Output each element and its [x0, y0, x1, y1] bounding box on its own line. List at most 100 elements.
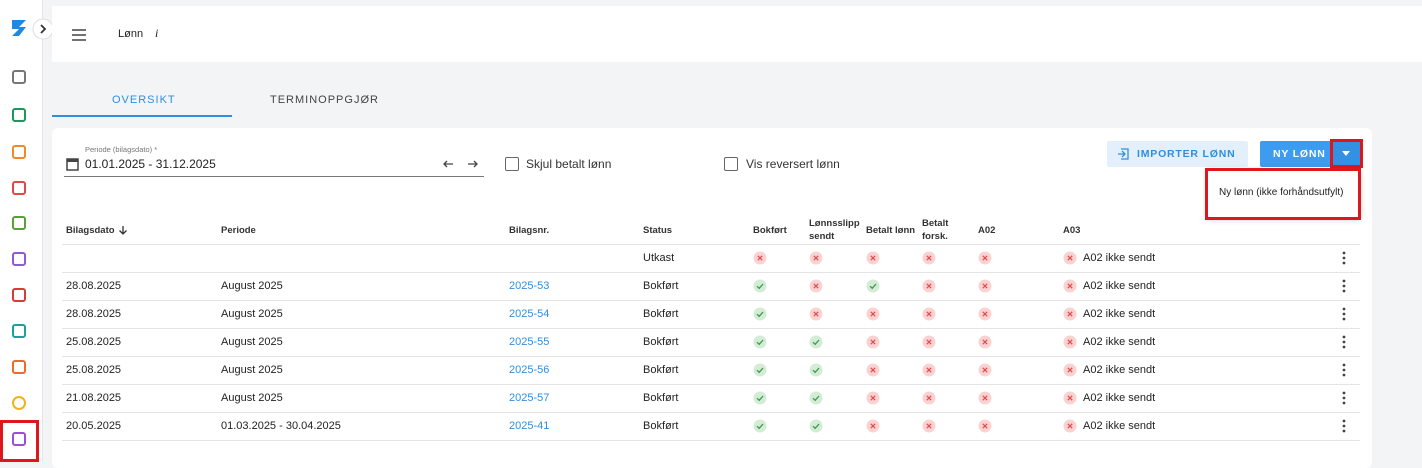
- cell-period: August 2025: [221, 336, 283, 348]
- menu-dot: [1342, 335, 1346, 339]
- column-header[interactable]: Bokført: [753, 224, 787, 236]
- nav-icon[interactable]: [12, 252, 26, 266]
- status-missing: [922, 363, 936, 377]
- nav-icon[interactable]: [12, 108, 26, 122]
- nav-icon[interactable]: [12, 432, 26, 446]
- menu-dot: [1342, 391, 1346, 395]
- column-header[interactable]: Bilagsnr.: [509, 224, 550, 236]
- tab[interactable]: OVERSIKT: [112, 94, 176, 106]
- status-missing: [922, 391, 936, 405]
- status-missing: [809, 279, 823, 293]
- nav-icon[interactable]: [12, 288, 26, 302]
- cell-a03-text: A02 ikke sendt: [1083, 392, 1156, 404]
- new-dropdown-toggle[interactable]: [1332, 141, 1360, 167]
- status-glyph: [757, 255, 763, 261]
- column-header[interactable]: A03: [1063, 224, 1081, 236]
- menu-dot: [1342, 312, 1346, 316]
- status-missing: [866, 307, 880, 321]
- status-circle: [809, 335, 823, 349]
- logo-shape: [12, 20, 26, 36]
- cell-number[interactable]: 2025-41: [509, 420, 550, 432]
- import-button[interactable]: IMPORTER LØNN: [1107, 141, 1248, 167]
- logo: [12, 20, 26, 36]
- column-header[interactable]: Periode: [221, 224, 256, 236]
- cell-a03-text: A02 ikke sendt: [1083, 420, 1156, 432]
- new-button[interactable]: NY LØNN: [1260, 141, 1330, 167]
- column-header[interactable]: Bilagsdato: [66, 216, 186, 244]
- row-line: [62, 356, 1360, 357]
- column-header[interactable]: A02: [978, 224, 996, 236]
- nav-icon[interactable]: [12, 181, 26, 195]
- cell-status: Utkast: [643, 252, 675, 264]
- status-glyph: [870, 395, 876, 401]
- checkbox[interactable]: [724, 157, 738, 171]
- status-glyph: [926, 339, 932, 345]
- menu-item[interactable]: Ny lønn (ikke forhåndsutfylt): [1219, 187, 1344, 198]
- menu-dot: [1342, 363, 1346, 367]
- menu-dot: [1342, 289, 1346, 293]
- nav-icon[interactable]: [12, 396, 26, 410]
- status-glyph: [756, 311, 764, 318]
- column-header[interactable]: Lønnsslipp sendt: [809, 218, 860, 242]
- status-glyph: [926, 395, 932, 401]
- period-value[interactable]: 01.01.2025 - 31.12.2025: [85, 157, 216, 171]
- status-missing: [978, 335, 992, 349]
- info-icon[interactable]: i: [155, 26, 159, 40]
- status-glyph: [982, 339, 988, 345]
- status-ok: [809, 419, 823, 433]
- cell-number[interactable]: 2025-57: [509, 392, 550, 404]
- cell-period: August 2025: [221, 364, 283, 376]
- status-ok: [866, 279, 880, 293]
- calendar-top: [67, 159, 78, 162]
- row-line: [62, 300, 1360, 301]
- cell-number[interactable]: 2025-54: [509, 308, 550, 320]
- status-glyph: [982, 283, 988, 289]
- row-menu[interactable]: [1341, 279, 1347, 293]
- status-glyph: [1067, 423, 1073, 429]
- status-glyph: [812, 367, 820, 374]
- status-glyph: [926, 311, 932, 317]
- menu-dot: [1342, 307, 1346, 311]
- row-line: [62, 328, 1360, 329]
- cell-status: Bokført: [643, 336, 679, 348]
- row-menu[interactable]: [1341, 335, 1347, 349]
- calendar-icon[interactable]: [66, 157, 79, 171]
- row-menu[interactable]: [1341, 363, 1347, 377]
- highlight-box: [1330, 139, 1363, 168]
- nav-icon[interactable]: [12, 145, 26, 159]
- expand-button[interactable]: [31, 17, 55, 41]
- status-missing: [753, 251, 767, 265]
- column-header[interactable]: Status: [643, 224, 673, 236]
- menu-icon[interactable]: [72, 29, 86, 41]
- status-glyph: [869, 283, 877, 290]
- nav-icon[interactable]: [12, 324, 26, 338]
- cell-period: 01.03.2025 - 30.04.2025: [221, 420, 341, 432]
- status-missing: [978, 251, 992, 265]
- checkbox[interactable]: [505, 157, 519, 171]
- status-missing: [809, 307, 823, 321]
- highlight-box: [1205, 168, 1361, 220]
- nav-icon[interactable]: [12, 70, 26, 84]
- status-missing: [1063, 363, 1077, 377]
- menu-dot: [1342, 373, 1346, 377]
- status-glyph: [982, 395, 988, 401]
- column-header[interactable]: Betalt lønn: [866, 224, 916, 236]
- cell-number[interactable]: 2025-56: [509, 364, 550, 376]
- nav-icon[interactable]: [12, 360, 26, 374]
- tab[interactable]: TERMINOPPGJØR: [270, 94, 379, 106]
- row-menu[interactable]: [1341, 391, 1347, 405]
- column-header[interactable]: Betalt forsk.: [922, 218, 949, 242]
- cell-date: 28.08.2025: [66, 308, 122, 320]
- status-glyph: [926, 367, 932, 373]
- status-missing: [922, 251, 936, 265]
- row-menu[interactable]: [1341, 251, 1347, 265]
- cell-number[interactable]: 2025-53: [509, 280, 550, 292]
- row-menu[interactable]: [1341, 419, 1347, 433]
- row-menu[interactable]: [1341, 307, 1347, 321]
- status-glyph: [1067, 283, 1073, 289]
- cell-number[interactable]: 2025-55: [509, 336, 550, 348]
- nav-icon[interactable]: [12, 216, 26, 230]
- menu-dot: [1342, 401, 1346, 405]
- period-arrows[interactable]: [442, 158, 480, 170]
